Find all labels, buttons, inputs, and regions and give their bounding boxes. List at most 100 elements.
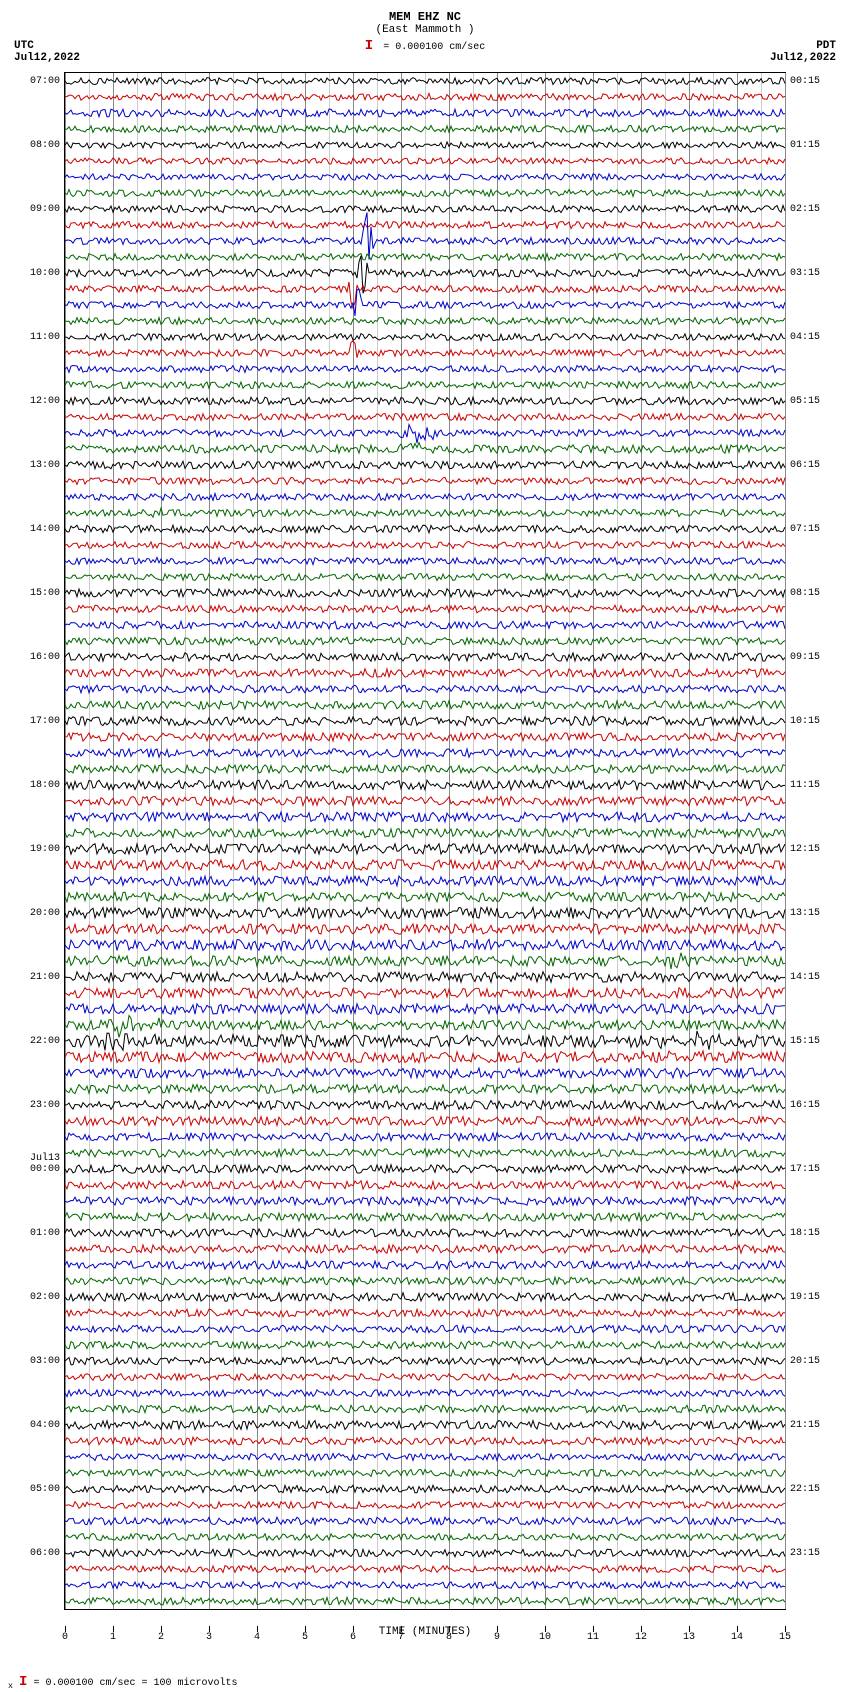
- trace-row: [65, 1017, 785, 1033]
- trace-waveform: [65, 425, 785, 441]
- x-tick: 9: [494, 1626, 500, 1643]
- trace-waveform: [65, 169, 785, 185]
- trace-waveform: [65, 1129, 785, 1145]
- x-tick: 15: [779, 1626, 791, 1643]
- utc-time-label: 05:00: [18, 1484, 60, 1495]
- tz-right-label: PDT: [770, 40, 836, 52]
- trace-row: 05:0022:15: [65, 1481, 785, 1497]
- trace-row: [65, 1257, 785, 1273]
- pdt-time-label: 10:15: [790, 716, 832, 727]
- trace-row: [65, 1081, 785, 1097]
- x-tick: 5: [302, 1626, 308, 1643]
- x-tick: 13: [683, 1626, 695, 1643]
- pdt-time-label: 06:15: [790, 460, 832, 471]
- pdt-time-label: 03:15: [790, 268, 832, 279]
- trace-waveform: [65, 505, 785, 521]
- trace-row: 04:0021:15: [65, 1417, 785, 1433]
- utc-time-label: 21:00: [18, 972, 60, 983]
- trace-waveform: [65, 121, 785, 137]
- scale-indicator: I = 0.000100 cm/sec: [0, 38, 850, 54]
- trace-row: [65, 1305, 785, 1321]
- tz-left-date: Jul12,2022: [14, 52, 80, 64]
- trace-waveform: [65, 1161, 785, 1177]
- trace-row: [65, 953, 785, 969]
- trace-waveform: [65, 649, 785, 665]
- trace-row: [65, 1385, 785, 1401]
- utc-time-label: 01:00: [18, 1228, 60, 1239]
- seismogram-container: MEM EHZ NC (East Mammoth ) I = 0.000100 …: [0, 0, 850, 1691]
- trace-row: [65, 761, 785, 777]
- trace-waveform: [65, 1257, 785, 1273]
- trace-waveform: [65, 793, 785, 809]
- trace-row: [65, 153, 785, 169]
- trace-row: [65, 1577, 785, 1593]
- trace-row: [65, 473, 785, 489]
- trace-row: [65, 873, 785, 889]
- pdt-time-label: 14:15: [790, 972, 832, 983]
- x-tick: 3: [206, 1626, 212, 1643]
- trace-waveform: [65, 409, 785, 425]
- trace-row: [65, 489, 785, 505]
- trace-waveform: [65, 601, 785, 617]
- trace-waveform: [65, 1209, 785, 1225]
- trace-waveform: [65, 201, 785, 217]
- trace-waveform: [65, 297, 785, 313]
- pdt-time-label: 09:15: [790, 652, 832, 663]
- trace-waveform: [65, 329, 785, 345]
- station-location: (East Mammoth ): [0, 24, 850, 36]
- trace-waveform: [65, 841, 785, 857]
- trace-waveform: [65, 617, 785, 633]
- trace-waveform: [65, 1385, 785, 1401]
- trace-row: [65, 1129, 785, 1145]
- trace-waveform: [65, 1081, 785, 1097]
- trace-row: [65, 1273, 785, 1289]
- trace-waveform: [65, 153, 785, 169]
- trace-waveform: [65, 697, 785, 713]
- trace-waveform: [65, 905, 785, 921]
- x-tick: 6: [350, 1626, 356, 1643]
- utc-time-label: 13:00: [18, 460, 60, 471]
- x-axis-label: TIME (MINUTES): [65, 1626, 785, 1638]
- trace-waveform: [65, 89, 785, 105]
- trace-row: [65, 441, 785, 457]
- trace-waveform: [65, 1289, 785, 1305]
- pdt-time-label: 21:15: [790, 1420, 832, 1431]
- trace-row: [65, 249, 785, 265]
- trace-row: 02:0019:15: [65, 1289, 785, 1305]
- utc-time-label: 22:00: [18, 1036, 60, 1047]
- trace-waveform: [65, 1001, 785, 1017]
- trace-waveform: [65, 1465, 785, 1481]
- trace-waveform: [65, 137, 785, 153]
- trace-row: [65, 1145, 785, 1161]
- trace-waveform: [65, 537, 785, 553]
- trace-row: [65, 1321, 785, 1337]
- trace-waveform: [65, 1145, 785, 1161]
- trace-row: [65, 681, 785, 697]
- trace-row: Jul1300:0017:15: [65, 1161, 785, 1177]
- trace-row: [65, 233, 785, 249]
- trace-waveform: [65, 873, 785, 889]
- trace-row: 19:0012:15: [65, 841, 785, 857]
- trace-row: [65, 1561, 785, 1577]
- trace-waveform: [65, 1113, 785, 1129]
- trace-row: [65, 537, 785, 553]
- trace-waveform: [65, 889, 785, 905]
- utc-time-label: 10:00: [18, 268, 60, 279]
- pdt-time-label: 01:15: [790, 140, 832, 151]
- trace-waveform: [65, 553, 785, 569]
- x-axis: 1514131211109876543210 TIME (MINUTES): [65, 1626, 785, 1666]
- trace-row: 06:0023:15: [65, 1545, 785, 1561]
- utc-time-label: 17:00: [18, 716, 60, 727]
- trace-row: [65, 921, 785, 937]
- trace-row: [65, 665, 785, 681]
- trace-row: 18:0011:15: [65, 777, 785, 793]
- trace-row: 15:0008:15: [65, 585, 785, 601]
- utc-time-label: Jul1300:00: [18, 1153, 60, 1175]
- trace-waveform: [65, 313, 785, 329]
- tz-right-date: Jul12,2022: [770, 52, 836, 64]
- trace-waveform: [65, 1417, 785, 1433]
- trace-waveform: [65, 73, 785, 89]
- pdt-time-label: 07:15: [790, 524, 832, 535]
- trace-row: [65, 505, 785, 521]
- station-title: MEM EHZ NC: [0, 10, 850, 24]
